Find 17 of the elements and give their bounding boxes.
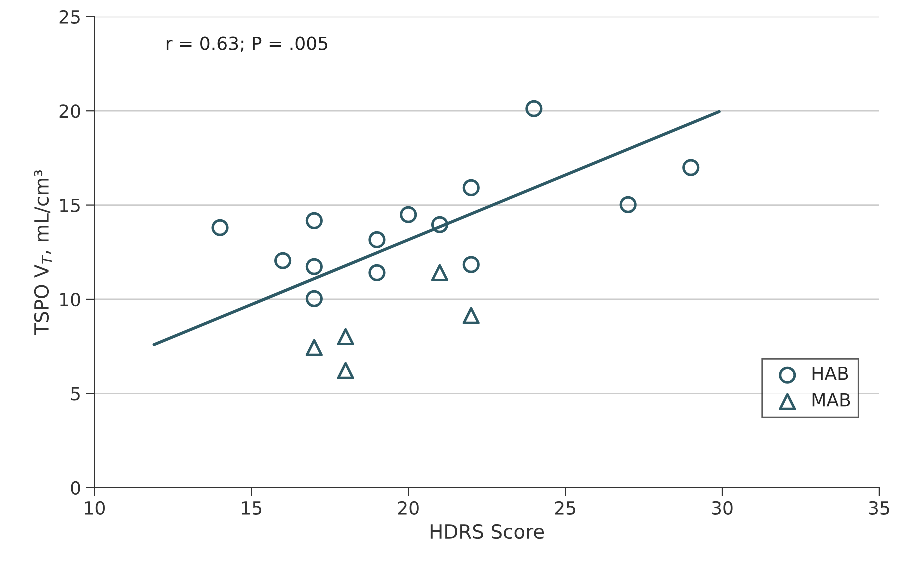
x-tick-label: 30 (712, 501, 733, 516)
y-tick-label: 10 (60, 292, 80, 307)
y-tick-label: 5 (71, 387, 80, 401)
y-tick-label: 25 (60, 10, 80, 24)
x-tick-label: 15 (242, 502, 262, 516)
y-tick-label: 15 (60, 198, 80, 212)
y-axis-title: TSPO V$_{T}$, mL/cm³ (34, 170, 52, 336)
legend-label: HAB (812, 366, 848, 380)
x-axis-title: HDRS Score (430, 524, 544, 540)
y-tick-label: 20 (60, 104, 80, 118)
annotation: r = 0.63; P = .005 (166, 36, 328, 52)
x-tick-label: 10 (85, 501, 105, 516)
x-tick-label: 35 (869, 501, 890, 516)
x-tick-label: 25 (555, 501, 576, 516)
x-tick-label: 20 (398, 501, 419, 516)
y-tick-label: 0 (71, 481, 80, 495)
legend-label: MAB (812, 393, 850, 407)
